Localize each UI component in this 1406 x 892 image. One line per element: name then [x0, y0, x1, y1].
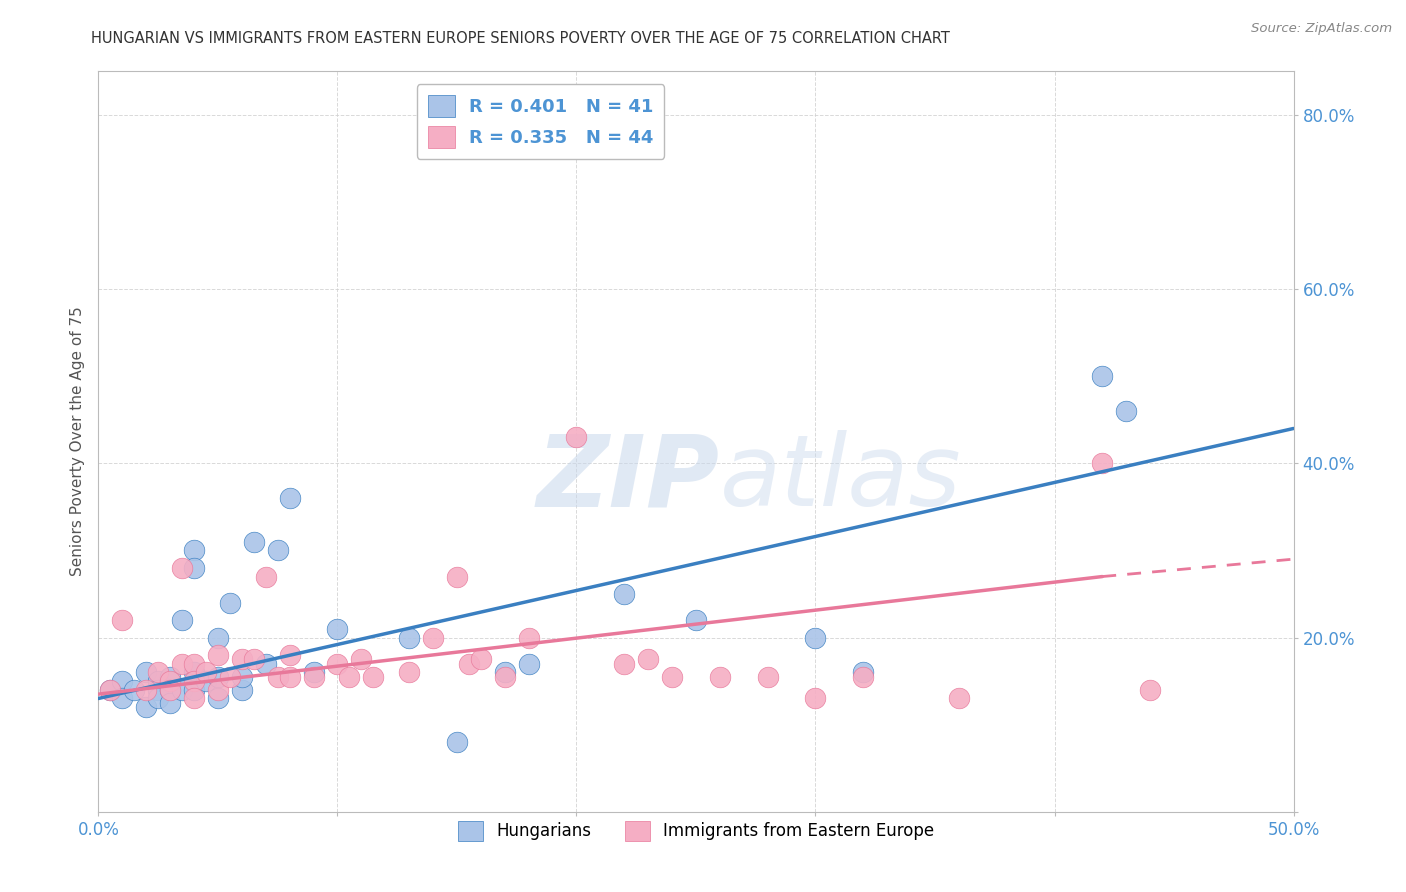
Text: atlas: atlas [720, 430, 962, 527]
Point [852, 670, 875, 684]
Point [517, 631, 540, 645]
Point [1139, 682, 1161, 697]
Point [756, 670, 779, 684]
Point [613, 587, 636, 601]
Point [111, 674, 134, 689]
Point [183, 657, 205, 671]
Point [243, 652, 266, 666]
Point [517, 657, 540, 671]
Point [446, 569, 468, 583]
Point [172, 561, 194, 575]
Point [183, 561, 205, 575]
Point [804, 631, 827, 645]
Point [278, 491, 301, 505]
Point [254, 657, 277, 671]
Point [278, 670, 301, 684]
Point [207, 670, 229, 684]
Point [350, 652, 373, 666]
Point [231, 652, 253, 666]
Y-axis label: Seniors Poverty Over the Age of 75: Seniors Poverty Over the Age of 75 [69, 307, 84, 576]
Point [219, 596, 242, 610]
Point [231, 682, 253, 697]
Point [207, 682, 229, 697]
Point [148, 682, 170, 697]
Legend: Hungarians, Immigrants from Eastern Europe: Hungarians, Immigrants from Eastern Euro… [451, 814, 941, 847]
Point [207, 631, 229, 645]
Point [494, 670, 516, 684]
Point [172, 613, 194, 627]
Point [494, 665, 516, 680]
Point [231, 670, 253, 684]
Point [195, 674, 218, 689]
Point [159, 674, 181, 689]
Point [1115, 404, 1137, 418]
Point [183, 543, 205, 558]
Point [148, 691, 170, 706]
Point [302, 665, 325, 680]
Point [195, 665, 218, 680]
Point [398, 665, 420, 680]
Point [267, 543, 290, 558]
Point [398, 631, 420, 645]
Point [172, 657, 194, 671]
Point [302, 670, 325, 684]
Point [446, 735, 468, 749]
Point [326, 622, 349, 636]
Point [339, 670, 361, 684]
Point [135, 682, 157, 697]
Text: ZIP: ZIP [537, 430, 720, 527]
Point [111, 613, 134, 627]
Point [637, 652, 659, 666]
Point [422, 631, 444, 645]
Text: Source: ZipAtlas.com: Source: ZipAtlas.com [1251, 22, 1392, 36]
Point [207, 648, 229, 662]
Point [804, 691, 827, 706]
Point [326, 657, 349, 671]
Point [254, 569, 277, 583]
Point [183, 674, 205, 689]
Point [124, 682, 146, 697]
Point [219, 670, 242, 684]
Point [135, 665, 157, 680]
Point [948, 691, 970, 706]
Point [1091, 456, 1114, 470]
Point [685, 613, 707, 627]
Text: HUNGARIAN VS IMMIGRANTS FROM EASTERN EUROPE SENIORS POVERTY OVER THE AGE OF 75 C: HUNGARIAN VS IMMIGRANTS FROM EASTERN EUR… [91, 31, 950, 46]
Point [148, 665, 170, 680]
Point [1091, 369, 1114, 384]
Point [159, 670, 181, 684]
Point [470, 652, 492, 666]
Point [709, 670, 731, 684]
Point [267, 670, 290, 684]
Point [159, 682, 181, 697]
Point [458, 657, 481, 671]
Point [243, 534, 266, 549]
Point [565, 430, 588, 444]
Point [183, 682, 205, 697]
Point [363, 670, 385, 684]
Point [183, 691, 205, 706]
Point [159, 682, 181, 697]
Point [852, 665, 875, 680]
Point [613, 657, 636, 671]
Point [172, 682, 194, 697]
Point [661, 670, 683, 684]
Point [159, 696, 181, 710]
Point [111, 691, 134, 706]
Point [278, 648, 301, 662]
Point [135, 700, 157, 714]
Point [98, 682, 122, 697]
Point [148, 674, 170, 689]
Point [98, 682, 122, 697]
Point [207, 691, 229, 706]
Point [183, 665, 205, 680]
